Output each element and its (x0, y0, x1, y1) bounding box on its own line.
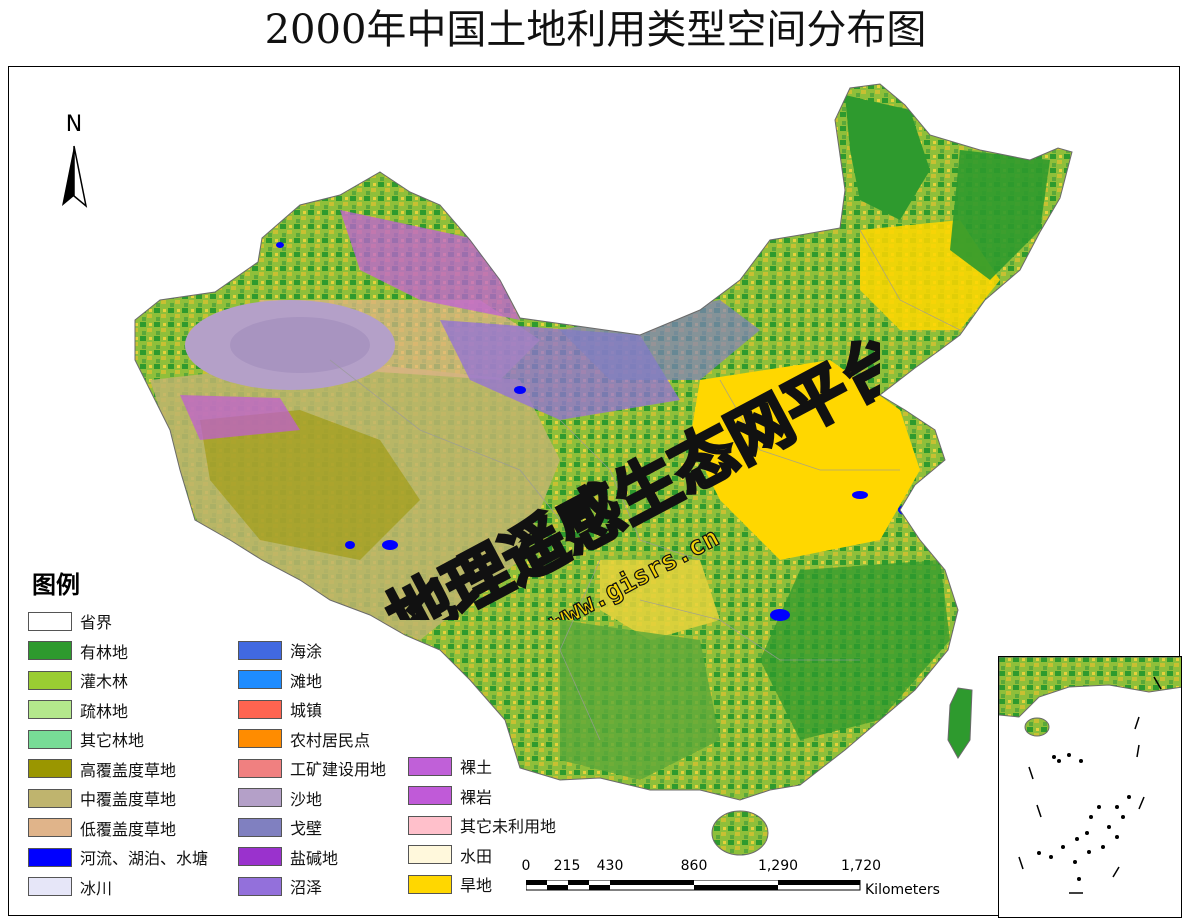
legend-swatch (238, 640, 282, 660)
legend-label: 其它林地 (80, 731, 145, 750)
legend-item: 有林地 (28, 640, 128, 662)
legend-item: 河流、湖泊、水塘 (28, 846, 208, 868)
legend-swatch (28, 611, 72, 631)
legend-swatch (28, 641, 72, 660)
legend-label: 沼泽 (290, 878, 323, 897)
legend-title: 图例 (32, 571, 80, 599)
legend-item: 海涂 (238, 639, 322, 661)
legend-label: 低覆盖度草地 (80, 819, 177, 839)
legend-item: 低覆盖度草地 (28, 817, 176, 839)
legend-item: 中覆盖度草地 (28, 787, 176, 809)
legend-label: 旱地 (460, 876, 493, 895)
legend-item: 旱地 (408, 873, 492, 895)
legend-label: 有林地 (80, 642, 129, 662)
legend-swatch (238, 817, 282, 837)
legend-label: 工矿建设用地 (290, 760, 387, 779)
scale-tick-label: 860 (680, 858, 708, 874)
legend-label: 其它未利用地 (460, 817, 557, 836)
map-title: 2000年中国土地利用类型空间分布图 (264, 7, 927, 53)
scale-tick-label: 0 (521, 858, 531, 874)
south-china-sea-inset (998, 656, 1182, 918)
legend-label: 河流、湖泊、水塘 (80, 849, 209, 868)
legend-item: 戈壁 (238, 816, 322, 838)
legend-swatch (28, 700, 72, 719)
legend-swatch (238, 788, 282, 807)
legend-label: 城镇 (290, 701, 323, 720)
hainan-island (711, 810, 769, 856)
north-arrow: N (52, 112, 96, 212)
legend-swatch (408, 874, 452, 894)
legend-swatch (28, 877, 72, 896)
legend-item: 冰川 (28, 876, 112, 898)
legend-item: 水田 (408, 844, 492, 866)
scale-bar-graphic (526, 880, 861, 891)
legend-swatch (238, 847, 282, 866)
legend-label: 农村居民点 (290, 730, 371, 750)
legend-label: 高覆盖度草地 (80, 760, 177, 780)
map-frame (8, 66, 1180, 916)
scale-tick-label: 1,720 (840, 858, 882, 874)
scale-bar: 0 215 430 860 1,290 1,720 Kilometers (520, 858, 940, 898)
legend-item: 其它未利用地 (408, 814, 556, 836)
legend-item: 沼泽 (238, 875, 322, 897)
legend-label: 裸岩 (460, 787, 493, 807)
legend-item: 裸土 (408, 755, 492, 777)
legend-item: 城镇 (238, 698, 322, 720)
legend-item: 灌木林 (28, 669, 128, 691)
legend-label: 沙地 (290, 789, 323, 809)
legend-item: 疏林地 (28, 699, 128, 721)
legend-swatch (238, 670, 282, 689)
legend-swatch (238, 758, 282, 778)
inset-map (999, 657, 1181, 894)
legend-label: 中覆盖度草地 (80, 790, 177, 809)
legend-swatch (28, 847, 72, 867)
scale-unit: Kilometers (865, 882, 940, 898)
legend-item: 沙地 (238, 787, 322, 809)
legend-item: 滩地 (238, 669, 322, 691)
legend-label: 裸土 (460, 758, 493, 777)
legend-swatch (408, 845, 452, 864)
legend-item: 盐碱地 (238, 846, 338, 868)
legend-item: 工矿建设用地 (238, 757, 386, 779)
scale-tick-label: 215 (553, 858, 581, 874)
north-label: N (65, 112, 83, 137)
legend-label: 水田 (460, 846, 493, 866)
legend-swatch (408, 786, 452, 805)
taiwan-island (947, 687, 973, 759)
legend-label: 盐碱地 (290, 848, 339, 868)
legend-swatch (408, 815, 452, 835)
legend-item: 裸岩 (408, 785, 492, 807)
legend-swatch (238, 699, 282, 719)
legend-swatch (28, 818, 72, 837)
scale-tick-label: 430 (596, 858, 624, 874)
legend-item: 其它林地 (28, 728, 144, 750)
legend-swatch (238, 876, 282, 896)
legend-swatch (408, 756, 452, 776)
legend-label: 冰川 (80, 878, 113, 898)
legend-swatch (28, 788, 72, 808)
legend-label: 海涂 (290, 642, 323, 661)
legend-swatch (28, 670, 72, 690)
legend-label: 戈壁 (290, 819, 323, 838)
legend-label: 灌木林 (80, 672, 129, 691)
legend-label: 滩地 (290, 671, 323, 691)
legend-label: 疏林地 (80, 701, 129, 721)
legend-item: 省界 (28, 610, 112, 632)
legend-swatch (238, 729, 282, 748)
legend-swatch (28, 729, 72, 749)
legend-label: 省界 (80, 613, 113, 632)
legend-swatch (28, 759, 72, 778)
legend-item: 农村居民点 (238, 728, 370, 750)
scale-tick-label: 1,290 (757, 858, 799, 874)
north-arrow-icon (62, 145, 88, 208)
legend-item: 高覆盖度草地 (28, 758, 176, 780)
